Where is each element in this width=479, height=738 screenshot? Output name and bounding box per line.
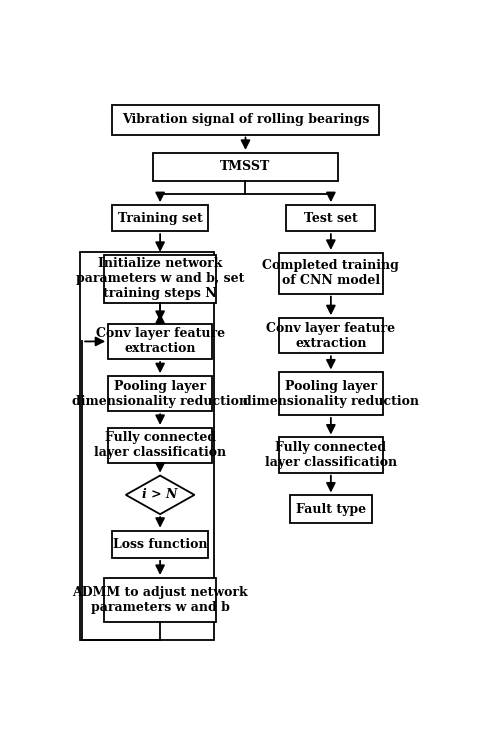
Text: Fully connected
layer classification: Fully connected layer classification bbox=[94, 432, 226, 460]
Text: TMSST: TMSST bbox=[220, 160, 271, 173]
FancyBboxPatch shape bbox=[104, 255, 216, 303]
FancyBboxPatch shape bbox=[108, 428, 212, 463]
FancyBboxPatch shape bbox=[279, 438, 383, 473]
FancyBboxPatch shape bbox=[279, 373, 383, 415]
FancyBboxPatch shape bbox=[279, 253, 383, 294]
Text: Fully connected
layer classification: Fully connected layer classification bbox=[265, 441, 397, 469]
Text: Test set: Test set bbox=[304, 212, 358, 224]
Text: Training set: Training set bbox=[118, 212, 203, 224]
FancyBboxPatch shape bbox=[112, 531, 208, 558]
Text: i > N: i > N bbox=[142, 489, 178, 501]
Text: Conv layer feature
extraction: Conv layer feature extraction bbox=[266, 322, 396, 350]
FancyBboxPatch shape bbox=[108, 324, 212, 359]
FancyBboxPatch shape bbox=[108, 376, 212, 411]
Text: Vibration signal of rolling bearings: Vibration signal of rolling bearings bbox=[122, 114, 369, 126]
Polygon shape bbox=[126, 475, 194, 514]
Text: Conv layer feature
extraction: Conv layer feature extraction bbox=[95, 328, 225, 356]
Text: Completed training
of CNN model: Completed training of CNN model bbox=[262, 259, 399, 287]
FancyBboxPatch shape bbox=[290, 495, 372, 523]
Text: Pooling layer
dimensionality reduction: Pooling layer dimensionality reduction bbox=[243, 380, 419, 407]
FancyBboxPatch shape bbox=[112, 105, 379, 134]
FancyBboxPatch shape bbox=[286, 205, 376, 231]
Text: ADMM to adjust network
parameters w and b: ADMM to adjust network parameters w and … bbox=[72, 586, 248, 614]
FancyBboxPatch shape bbox=[153, 153, 338, 182]
Text: Pooling layer
dimensionality reduction: Pooling layer dimensionality reduction bbox=[72, 380, 248, 407]
FancyBboxPatch shape bbox=[279, 318, 383, 354]
Text: Loss function: Loss function bbox=[113, 538, 207, 551]
Text: Fault type: Fault type bbox=[296, 503, 366, 516]
FancyBboxPatch shape bbox=[104, 578, 216, 622]
Text: Initialize network
parameters w and b, set
training steps N: Initialize network parameters w and b, s… bbox=[76, 258, 244, 300]
FancyBboxPatch shape bbox=[112, 205, 208, 231]
